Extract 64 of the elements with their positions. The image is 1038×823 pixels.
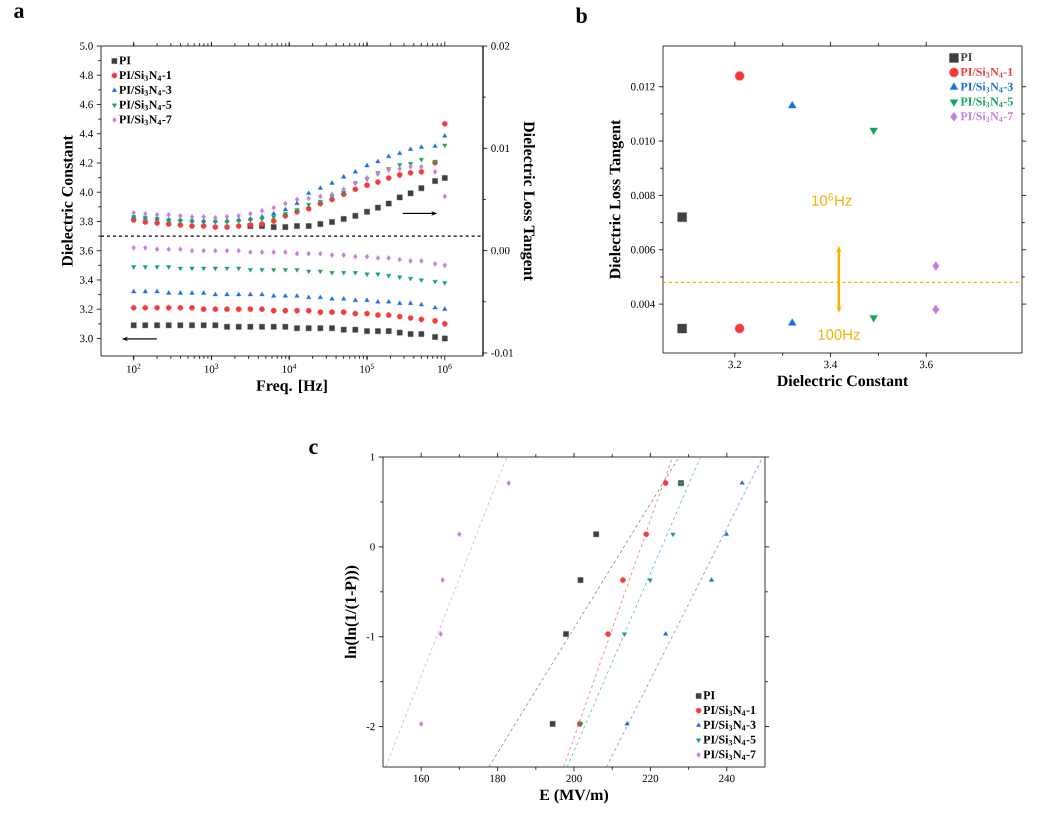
x-axis-title: Dielectric Constant bbox=[777, 375, 909, 387]
x-tick-label: 200 bbox=[566, 774, 582, 783]
y-tick-label: 4.6 bbox=[79, 100, 93, 109]
chart-title: b bbox=[575, 7, 587, 23]
legend-label: PI/Si$_{3}$N$_{4}$-3 bbox=[703, 720, 756, 731]
x-axis-title: E (MV/m) bbox=[539, 789, 609, 804]
y-tick-label: 0.008 bbox=[631, 191, 655, 200]
x-tick-label: 3.2 bbox=[728, 360, 742, 369]
legend-label: PI/Si$_{3}$N$_{4}$-1 bbox=[703, 705, 756, 716]
y-tick-label: 0.012 bbox=[631, 83, 655, 91]
legend-label: PI bbox=[119, 56, 131, 65]
legend-label: PI/Si$_{3}$N$_{4}$-7 bbox=[703, 749, 756, 761]
y-tick-label: 0.004 bbox=[631, 300, 656, 308]
x-tick-label: 3.4 bbox=[824, 360, 838, 369]
y-tick-label: 0 bbox=[370, 543, 375, 551]
legend-label: PI/Si$_{3}$N$_{4}$-1 bbox=[960, 67, 1013, 78]
legend-label: PI/Si$_{3}$N$_{4}$-5 bbox=[960, 97, 1013, 108]
y-tick-label: 4.8 bbox=[79, 71, 93, 79]
y2-tick-label: 0.01 bbox=[491, 144, 510, 153]
legend-label: PI/Si$_{3}$N$_{4}$-3 bbox=[119, 85, 172, 96]
annotation: 100Hz bbox=[818, 329, 860, 340]
y-tick-label: -2 bbox=[366, 722, 375, 731]
y-axis-title: Dielectric Constant bbox=[61, 135, 73, 267]
chart-title: a bbox=[14, 7, 25, 19]
y-tick-label: 3.0 bbox=[80, 334, 93, 343]
legend-label: PI/Si$_{3}$N$_{4}$-5 bbox=[119, 100, 172, 111]
y-axis-title: ln(ln(1/(1-P))) bbox=[344, 565, 360, 659]
x-tick-label: 10$^{6}$ bbox=[438, 363, 452, 373]
y-tick-label: 4.4 bbox=[79, 130, 94, 138]
y-tick-label: 1 bbox=[370, 453, 375, 461]
x-tick-label: 10$^{4}$ bbox=[282, 363, 297, 373]
x-tick-label: 10$^{5}$ bbox=[360, 363, 374, 373]
x-tick-label: 10$^{3}$ bbox=[204, 363, 219, 373]
x-tick-label: 180 bbox=[490, 774, 506, 783]
legend-label: PI bbox=[703, 691, 715, 700]
y2-axis-title: Dielectric Loss Tangent bbox=[520, 121, 536, 281]
y-tick-label: 3.2 bbox=[80, 305, 93, 313]
y-tick-label: -1 bbox=[366, 633, 375, 641]
x-tick-label: 10$^{2}$ bbox=[127, 363, 141, 373]
y-tick-label: 3.4 bbox=[80, 276, 94, 284]
x-tick-label: 160 bbox=[413, 774, 430, 783]
y-tick-label: 4.2 bbox=[79, 159, 93, 167]
x-axis-title: Freq. [Hz] bbox=[256, 379, 327, 395]
x-tick-label: 3.6 bbox=[919, 360, 933, 369]
y-tick-label: 0.010 bbox=[631, 137, 655, 145]
annotation: 10$^{6}$Hz bbox=[812, 193, 852, 206]
y2-tick-label: 0.02 bbox=[491, 42, 510, 50]
y2-tick-label: 0.00 bbox=[491, 246, 510, 255]
legend-label: PI/Si$_{3}$N$_{4}$-3 bbox=[960, 82, 1013, 93]
y-tick-label: 3.6 bbox=[80, 247, 93, 255]
y-tick-label: 4.0 bbox=[79, 188, 93, 196]
legend-label: PI/Si$_{3}$N$_{4}$-5 bbox=[703, 735, 756, 746]
legend-label: PI bbox=[960, 53, 972, 62]
legend-label: PI/Si$_{3}$N$_{4}$-1 bbox=[119, 70, 172, 81]
y2-tick-label: -0.01 bbox=[491, 349, 513, 357]
y-tick-label: 5.0 bbox=[80, 42, 93, 50]
y-tick-label: 0.006 bbox=[631, 246, 655, 254]
chart-title: c bbox=[309, 443, 318, 455]
y-axis-title: Dielectric Loss Tangent bbox=[609, 119, 624, 280]
legend-label: PI/Si$_{3}$N$_{4}$-7 bbox=[119, 115, 172, 126]
legend-label: PI/Si$_{3}$N$_{4}$-7 bbox=[960, 111, 1013, 123]
y-tick-label: 3.8 bbox=[80, 217, 93, 226]
x-tick-label: 240 bbox=[719, 774, 735, 783]
x-tick-label: 220 bbox=[642, 774, 659, 783]
